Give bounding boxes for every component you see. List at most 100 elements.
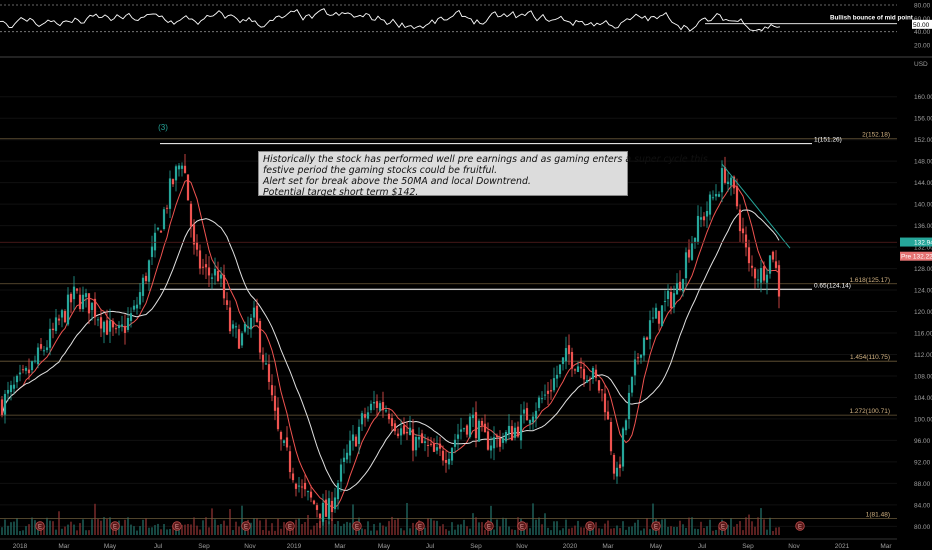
candle-body bbox=[198, 250, 202, 269]
candle-body bbox=[132, 305, 136, 310]
price-tick-label: 104.00 bbox=[914, 395, 932, 402]
volume-bar bbox=[205, 517, 207, 535]
volume-bar bbox=[757, 517, 759, 535]
candle-body bbox=[117, 325, 121, 329]
price-tick-label: 80.00 bbox=[914, 524, 931, 531]
volume-bar bbox=[139, 526, 141, 535]
trade-idea-note[interactable]: Historically the stock has performed wel… bbox=[258, 151, 708, 198]
candle-body bbox=[666, 290, 670, 300]
candle-body bbox=[612, 454, 616, 474]
time-tick-label: May bbox=[104, 543, 117, 550]
candle-body bbox=[105, 320, 109, 335]
time-axis: 2018 Mar May Jul Sep Nov 2019 Mar May Jul Sep Nov 20… bbox=[0, 538, 897, 550]
candle-body bbox=[705, 211, 709, 217]
volume-bar bbox=[316, 523, 318, 535]
candle-body bbox=[471, 414, 475, 419]
volume-bar bbox=[85, 530, 87, 535]
candle-body bbox=[63, 310, 67, 323]
candle-body bbox=[522, 409, 526, 414]
price-tick-label: 84.00 bbox=[914, 502, 931, 509]
volume-bar bbox=[334, 524, 336, 535]
volume-bar bbox=[211, 508, 213, 535]
volume-bar bbox=[460, 524, 462, 535]
volume-bar bbox=[661, 519, 663, 535]
note-line: Potential target short term $142. bbox=[263, 187, 419, 198]
volume-bar bbox=[262, 530, 264, 535]
volume-bar bbox=[376, 530, 378, 535]
volume-bar bbox=[337, 521, 339, 535]
volume-bar bbox=[613, 528, 615, 535]
volume-bar bbox=[508, 526, 510, 535]
candle-body bbox=[735, 186, 739, 207]
candle-body bbox=[129, 313, 133, 321]
volume-bar bbox=[34, 520, 36, 535]
volume-bar bbox=[481, 522, 483, 535]
earnings-glyph: E bbox=[244, 525, 248, 531]
candle-body bbox=[435, 447, 439, 451]
volume-bar bbox=[502, 517, 504, 535]
volume-bar bbox=[340, 526, 342, 535]
candle-body bbox=[393, 423, 397, 432]
candle-body bbox=[498, 438, 502, 447]
time-tick-label: May bbox=[378, 543, 391, 550]
volume-bar bbox=[577, 520, 579, 535]
candle-body bbox=[765, 274, 769, 283]
volume-bar bbox=[361, 528, 363, 535]
candle-body bbox=[630, 376, 634, 393]
candle-body bbox=[753, 268, 757, 279]
volume-bar bbox=[100, 520, 102, 535]
price-tick-label: 148.00 bbox=[914, 159, 932, 166]
rsi-tick-label: 20.00 bbox=[914, 43, 931, 50]
volume-bar bbox=[556, 521, 558, 535]
candle-body bbox=[453, 439, 457, 447]
volume-bar bbox=[328, 521, 330, 535]
volume-bar bbox=[544, 513, 546, 535]
candle-body bbox=[429, 443, 433, 445]
candle-body bbox=[408, 427, 412, 436]
candle-body bbox=[549, 390, 553, 392]
candle-body bbox=[237, 329, 241, 349]
candle-body bbox=[39, 344, 43, 349]
volume-bar bbox=[397, 518, 399, 535]
volume-bar bbox=[130, 524, 132, 535]
volume-bar bbox=[238, 526, 240, 535]
time-tick-label: Nov bbox=[516, 543, 528, 550]
volume-bar bbox=[367, 521, 369, 535]
volume-bar bbox=[142, 519, 144, 535]
price-tick-label: 120.00 bbox=[914, 309, 932, 316]
volume-bar bbox=[220, 524, 222, 535]
candle-body bbox=[627, 392, 631, 420]
candle-body bbox=[48, 328, 52, 348]
time-tick-label: Nov bbox=[788, 543, 800, 550]
volume-bar bbox=[736, 524, 738, 535]
candle-body bbox=[207, 267, 211, 276]
earnings-marker bbox=[415, 521, 425, 531]
candle-body bbox=[606, 411, 610, 420]
rsi-current-label: 50.00 bbox=[913, 22, 930, 29]
candle-body bbox=[381, 402, 385, 411]
volume-bar bbox=[91, 519, 93, 535]
candle-body bbox=[396, 433, 400, 437]
volume-bar bbox=[289, 526, 291, 535]
candle-body bbox=[186, 174, 190, 201]
fib-label: 0.65(124.14) bbox=[814, 282, 851, 289]
candle-body bbox=[114, 328, 118, 330]
volume-bar bbox=[484, 529, 486, 535]
earnings-glyph: E bbox=[38, 525, 42, 531]
candle-body bbox=[561, 357, 565, 364]
candle-body bbox=[624, 420, 628, 431]
candle-body bbox=[318, 513, 322, 519]
volume-bar bbox=[97, 519, 99, 535]
price-tick-label: 124.00 bbox=[914, 288, 932, 295]
volume-bar bbox=[493, 529, 495, 535]
candle-body bbox=[507, 425, 511, 434]
volume-bar bbox=[478, 522, 480, 535]
candle-body bbox=[294, 483, 298, 489]
note-line: Alert set for break above the 50MA and l… bbox=[263, 176, 531, 187]
volume-bar bbox=[574, 525, 576, 535]
candle-body bbox=[315, 505, 319, 510]
volume-bar bbox=[628, 526, 630, 535]
volume-bar bbox=[610, 528, 612, 535]
fib-levels: 2(152.18) 1(151.26) 1.618(125.17)0.65(124.… bbox=[0, 132, 897, 519]
